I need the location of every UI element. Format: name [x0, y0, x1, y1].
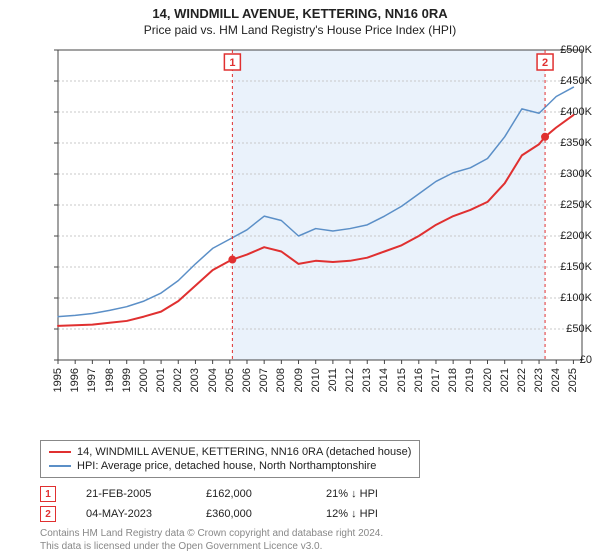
- x-tick-label: 2011: [327, 368, 339, 392]
- marker-table: 1 21-FEB-2005 £162,000 21% ↓ HPI 2 04-MAY-202…: [40, 484, 416, 524]
- x-tick-label: 2024: [550, 368, 562, 392]
- x-tick-label: 2006: [241, 368, 253, 392]
- marker-row: 1 21-FEB-2005 £162,000 21% ↓ HPI: [40, 484, 416, 504]
- x-tick-label: 2004: [207, 368, 219, 392]
- x-tick-label: 1998: [104, 368, 116, 392]
- x-tick-label: 2001: [155, 368, 167, 392]
- legend-swatch: [49, 465, 71, 467]
- marker-number-box: 1: [40, 486, 56, 502]
- legend-item: HPI: Average price, detached house, Nort…: [49, 459, 411, 473]
- x-tick-label: 2005: [224, 368, 236, 392]
- y-tick-label: £500K: [550, 44, 592, 56]
- page-title: 14, WINDMILL AVENUE, KETTERING, NN16 0RA: [0, 0, 600, 21]
- page-subtitle: Price paid vs. HM Land Registry's House …: [0, 21, 600, 37]
- x-tick-label: 2020: [482, 368, 494, 392]
- footnote: Contains HM Land Registry data © Crown c…: [40, 528, 383, 553]
- x-tick-label: 2016: [413, 368, 425, 392]
- x-tick-label: 2018: [447, 368, 459, 392]
- y-tick-label: £100K: [550, 292, 592, 304]
- svg-text:1: 1: [229, 57, 235, 69]
- x-tick-label: 2014: [378, 368, 390, 392]
- legend: 14, WINDMILL AVENUE, KETTERING, NN16 0RA…: [40, 440, 420, 478]
- y-tick-label: £400K: [550, 106, 592, 118]
- legend-label: 14, WINDMILL AVENUE, KETTERING, NN16 0RA…: [77, 446, 411, 458]
- marker-delta: 21% ↓ HPI: [326, 488, 416, 500]
- marker-price: £360,000: [206, 508, 296, 520]
- x-tick-label: 2019: [464, 368, 476, 392]
- x-tick-label: 2017: [430, 368, 442, 392]
- footnote-line-2: This data is licensed under the Open Gov…: [40, 541, 383, 554]
- x-tick-label: 2003: [189, 368, 201, 392]
- y-tick-label: £0: [550, 354, 592, 366]
- x-tick-label: 2023: [533, 368, 545, 392]
- y-tick-label: £50K: [550, 323, 592, 335]
- marker-number-box: 2: [40, 506, 56, 522]
- marker-date: 04-MAY-2023: [86, 508, 176, 520]
- x-tick-label: 2002: [172, 368, 184, 392]
- y-tick-label: £350K: [550, 137, 592, 149]
- legend-label: HPI: Average price, detached house, Nort…: [77, 460, 376, 472]
- x-tick-label: 2009: [293, 368, 305, 392]
- x-tick-label: 2013: [361, 368, 373, 392]
- chart: 12 £0£50K£100K£150K£200K£250K£300K£350K£…: [8, 44, 592, 414]
- x-tick-label: 2008: [275, 368, 287, 392]
- x-tick-label: 2007: [258, 368, 270, 392]
- marker-date: 21-FEB-2005: [86, 488, 176, 500]
- footnote-line-1: Contains HM Land Registry data © Crown c…: [40, 528, 383, 541]
- legend-item: 14, WINDMILL AVENUE, KETTERING, NN16 0RA…: [49, 445, 411, 459]
- marker-row: 2 04-MAY-2023 £360,000 12% ↓ HPI: [40, 504, 416, 524]
- y-tick-label: £450K: [550, 75, 592, 87]
- x-tick-label: 1996: [69, 368, 81, 392]
- x-tick-label: 2012: [344, 368, 356, 392]
- svg-text:2: 2: [542, 57, 548, 69]
- marker-price: £162,000: [206, 488, 296, 500]
- chart-svg: 12: [8, 44, 592, 414]
- x-tick-label: 1995: [52, 368, 64, 392]
- marker-delta: 12% ↓ HPI: [326, 508, 416, 520]
- y-tick-label: £200K: [550, 230, 592, 242]
- x-tick-label: 2015: [396, 368, 408, 392]
- x-tick-label: 2025: [567, 368, 579, 392]
- x-tick-label: 2000: [138, 368, 150, 392]
- page-container: 14, WINDMILL AVENUE, KETTERING, NN16 0RA…: [0, 0, 600, 560]
- x-tick-label: 2010: [310, 368, 322, 392]
- y-tick-label: £250K: [550, 199, 592, 211]
- legend-swatch: [49, 451, 71, 453]
- x-tick-label: 1997: [86, 368, 98, 392]
- x-tick-label: 1999: [121, 368, 133, 392]
- x-tick-label: 2021: [499, 368, 511, 392]
- y-tick-label: £300K: [550, 168, 592, 180]
- y-tick-label: £150K: [550, 261, 592, 273]
- x-tick-label: 2022: [516, 368, 528, 392]
